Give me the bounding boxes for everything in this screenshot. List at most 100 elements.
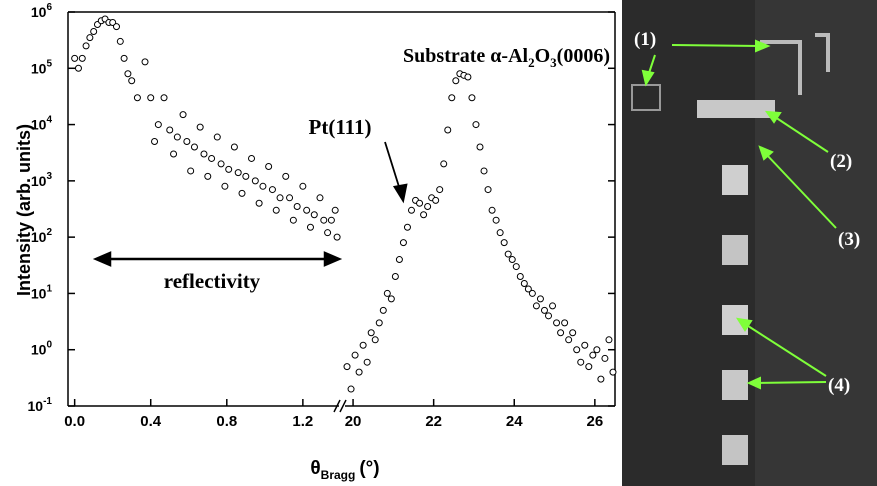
x-tick-label: 0.4 — [140, 413, 162, 430]
arrow — [744, 323, 827, 377]
bright-bar — [697, 100, 775, 118]
data-point — [286, 194, 294, 202]
data-point — [391, 272, 399, 280]
data-point — [601, 354, 609, 362]
x-tick-label: 0.0 — [64, 413, 85, 430]
y-tick-label: 101 — [31, 283, 53, 301]
data-point — [488, 206, 496, 214]
y-tick-base: 10 — [31, 117, 47, 133]
data-point — [147, 94, 155, 102]
data-point — [549, 302, 557, 310]
data-point — [468, 94, 476, 102]
data-point — [504, 250, 512, 258]
data-point — [154, 121, 162, 129]
data-point — [82, 42, 90, 50]
pointer-arrow — [384, 141, 401, 191]
data-point — [221, 182, 229, 190]
data-point — [343, 363, 351, 371]
arrow — [756, 381, 827, 384]
data-point — [403, 223, 411, 231]
y-tick-label: 100 — [31, 340, 53, 358]
annotation-arrows — [92, 141, 408, 267]
data-point — [299, 182, 307, 190]
x-tick-label: 22 — [425, 413, 442, 430]
y-tick-label: 102 — [31, 227, 53, 245]
arrow — [765, 153, 837, 229]
data-point — [432, 196, 440, 204]
data-point — [303, 206, 311, 214]
data-point — [133, 94, 141, 102]
data-point — [151, 138, 159, 146]
y-tick-label: 104 — [31, 115, 53, 133]
data-point — [234, 169, 242, 177]
data-point — [190, 143, 198, 151]
y-tick-label: 103 — [31, 171, 53, 189]
pt-label: Pt(111) — [309, 115, 372, 139]
data-point — [141, 58, 149, 66]
x-label-main: θ — [310, 458, 320, 479]
data-point — [179, 111, 187, 119]
data-point — [508, 256, 516, 264]
streak — [760, 33, 830, 95]
data-point — [120, 54, 128, 62]
data-point — [545, 312, 553, 320]
y-tick-exp: 0 — [46, 340, 52, 351]
y-tick-exp: 4 — [46, 115, 52, 126]
arrow — [774, 116, 829, 153]
band — [722, 435, 748, 465]
title-subscript: 2 — [528, 55, 535, 70]
data-point — [204, 172, 212, 180]
data-point — [399, 239, 407, 247]
arrow — [671, 44, 761, 47]
data-point — [242, 172, 250, 180]
panel-arrows — [641, 39, 837, 390]
data-point — [536, 295, 544, 303]
data-point — [512, 263, 520, 271]
y-tick-exp: -1 — [43, 396, 52, 407]
reflectivity-label: reflectivity — [164, 269, 261, 293]
data-point — [480, 167, 488, 175]
x-tick-label: 0.8 — [216, 413, 237, 430]
x-tick-label: 1.2 — [292, 413, 313, 430]
title-subscript: 3 — [550, 55, 557, 70]
data-point — [251, 177, 259, 185]
y-tick-base: 10 — [31, 173, 47, 189]
y-tick-base: 10 — [31, 342, 47, 358]
data-points — [343, 70, 617, 393]
data-point — [569, 329, 577, 337]
data-point — [416, 199, 424, 207]
x-tick-label: 20 — [345, 413, 362, 430]
data-point — [516, 272, 524, 280]
data-point — [196, 123, 204, 131]
arrow-head — [323, 251, 343, 267]
axis-break — [333, 399, 341, 413]
arrow-head — [92, 251, 112, 267]
data-point — [371, 336, 379, 344]
data-point — [476, 143, 484, 151]
arrow-head — [746, 376, 761, 390]
y-tick-label: 105 — [31, 58, 53, 76]
data-point — [170, 150, 178, 158]
data-point — [331, 206, 339, 214]
data-point — [444, 126, 452, 134]
data-point — [265, 162, 273, 170]
y-tick-base: 10 — [28, 398, 44, 414]
y-tick-base: 10 — [31, 285, 47, 301]
data-point — [424, 203, 432, 211]
title-part: Substrate α-Al — [403, 45, 528, 67]
band — [722, 235, 748, 265]
panel-label: (1) — [634, 29, 656, 50]
data-point — [407, 206, 415, 214]
data-point — [609, 368, 617, 376]
data-point — [324, 229, 332, 237]
data-point — [310, 211, 318, 219]
data-point — [355, 368, 363, 376]
data-point — [420, 211, 428, 219]
data-point — [464, 73, 472, 81]
title-part: (0006) — [557, 45, 610, 67]
data-point — [351, 351, 359, 359]
data-point — [363, 358, 371, 366]
data-point — [187, 167, 195, 175]
data-point — [565, 336, 573, 344]
data-point — [230, 143, 238, 151]
